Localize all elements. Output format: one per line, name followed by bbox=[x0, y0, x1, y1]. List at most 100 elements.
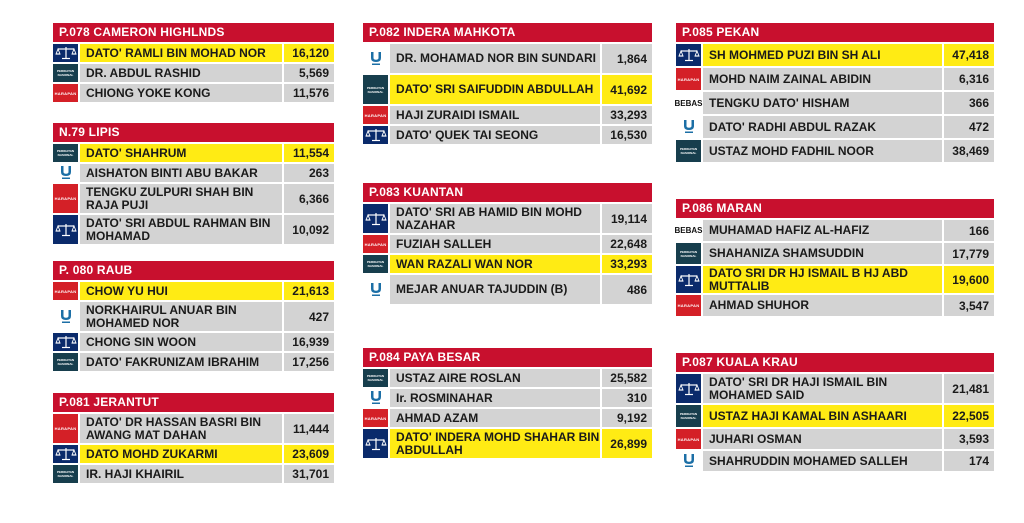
logo-text: HARAPAN bbox=[364, 241, 387, 247]
candidate-name: DR. ABDUL RASHID bbox=[80, 64, 282, 82]
candidate-row: HARAPAN TENGKU ZULPURI SHAH BIN RAJA PUJI… bbox=[53, 184, 334, 213]
candidate-row-winner: PERIKATAN NASIONAL USTAZ HAJI KAMAL BIN A… bbox=[676, 405, 994, 427]
candidate-name: AHMAD SHUHOR bbox=[703, 295, 942, 316]
candidate-row-winner: DATO' INDERA MOHD SHAHAR BIN ABDULLAH 26,… bbox=[363, 429, 652, 458]
constituency-card: P.082 INDERA MAHKOTA DR. MOHAMAD NOR BIN … bbox=[363, 23, 652, 144]
vote-count: 427 bbox=[284, 302, 334, 331]
perikatan-nasional-logo: PERIKATAN NASIONAL bbox=[363, 369, 388, 387]
muda-logo bbox=[363, 389, 388, 407]
constituency-title: P.081 JERANTUT bbox=[53, 393, 334, 412]
candidate-name: DATO' DR HASSAN BASRI BIN AWANG MAT DAHA… bbox=[80, 414, 282, 443]
candidate-row: BEBAS MUHAMAD HAFIZ AL-HAFIZ 166 bbox=[674, 220, 994, 241]
vote-count: 5,569 bbox=[284, 64, 334, 82]
candidate-row: NORKHAIRUL ANUAR BIN MOHAMED NOR 427 bbox=[53, 302, 334, 331]
candidate-row-winner: PERIKATAN NASIONAL DATO' SRI SAIFUDDIN AB… bbox=[363, 75, 652, 104]
constituency-card: P.086 MARAN BEBAS MUHAMAD HAFIZ AL-HAFIZ 16… bbox=[674, 199, 994, 316]
barisan-nasional-scales-logo bbox=[53, 333, 78, 351]
candidate-name: DATO' SRI AB HAMID BIN MOHD NAZAHAR bbox=[390, 204, 600, 233]
logo-text: PERIKATAN NASIONAL bbox=[56, 149, 75, 157]
candidate-name: AISHATON BINTI ABU BAKAR bbox=[80, 164, 282, 182]
candidate-name: JUHARI OSMAN bbox=[703, 429, 942, 449]
constituency-card: P. 080 RAUB HARAPAN CHOW YU HUI 21,613 NORKH… bbox=[53, 261, 334, 371]
candidate-row: PERIKATAN NASIONAL DATO' FAKRUNIZAM IBRAH… bbox=[53, 353, 334, 371]
perikatan-nasional-logo: PERIKATAN NASIONAL bbox=[53, 144, 78, 162]
perikatan-nasional-logo: PERIKATAN NASIONAL bbox=[53, 465, 78, 483]
vote-count: 19,600 bbox=[944, 266, 994, 293]
logo-text: HARAPAN bbox=[54, 90, 77, 96]
vote-count: 263 bbox=[284, 164, 334, 182]
candidate-list: DR. MOHAMAD NOR BIN SUNDARI 1,864 PERIKATA… bbox=[363, 44, 652, 144]
constituency-card: P.087 KUALA KRAU DATO' SRI DR HAJI ISMAIL… bbox=[676, 353, 994, 471]
vote-count: 310 bbox=[602, 389, 652, 407]
pakatan-harapan-logo: HARAPAN bbox=[363, 235, 388, 253]
candidate-name: SH MOHMED PUZI BIN SH ALI bbox=[703, 44, 942, 66]
constituency-card: P.081 JERANTUT HARAPAN DATO' DR HASSAN BAS… bbox=[53, 393, 334, 483]
candidate-name: DATO' SRI SAIFUDDIN ABDULLAH bbox=[390, 75, 600, 104]
candidate-name: DATO' SHAHRUM bbox=[80, 144, 282, 162]
candidate-name: DATO MOHD ZUKARMI bbox=[80, 445, 282, 463]
vote-count: 3,547 bbox=[944, 295, 994, 316]
candidate-name: MUHAMAD HAFIZ AL-HAFIZ bbox=[703, 220, 942, 241]
candidate-list: BEBAS MUHAMAD HAFIZ AL-HAFIZ 166 PERIKATAN … bbox=[674, 220, 994, 316]
candidate-name: FUZIAH SALLEH bbox=[390, 235, 600, 253]
logo-text: PERIKATAN NASIONAL bbox=[56, 358, 75, 366]
logo-text: PERIKATAN NASIONAL bbox=[56, 69, 75, 77]
barisan-nasional-scales-logo bbox=[363, 204, 388, 233]
candidate-row: HARAPAN HAJI ZURAIDI ISMAIL 33,293 bbox=[363, 106, 652, 124]
vote-count: 17,779 bbox=[944, 243, 994, 264]
constituency-card: P.078 CAMERON HIGHLNDS DATO' RAMLI BIN MO… bbox=[53, 23, 334, 102]
barisan-nasional-scales-logo bbox=[363, 126, 388, 144]
candidate-name: USTAZ AIRE ROSLAN bbox=[390, 369, 600, 387]
candidate-row-winner: DATO SRI DR HJ ISMAIL B HJ ABD MUTTALIB 1… bbox=[676, 266, 994, 293]
candidate-name: DR. MOHAMAD NOR BIN SUNDARI bbox=[390, 44, 600, 73]
candidate-name: MEJAR ANUAR TAJUDDIN (B) bbox=[390, 275, 600, 304]
candidate-list: DATO' SRI AB HAMID BIN MOHD NAZAHAR 19,11… bbox=[363, 204, 652, 304]
candidate-name: TENGKU DATO' HISHAM bbox=[703, 92, 942, 114]
candidate-name: DATO' SRI DR HAJI ISMAIL BIN MOHAMED SAI… bbox=[703, 374, 942, 403]
candidate-row: HARAPAN DATO' DR HASSAN BASRI BIN AWANG M… bbox=[53, 414, 334, 443]
constituency-title: P.082 INDERA MAHKOTA bbox=[363, 23, 652, 42]
candidate-name: DATO' INDERA MOHD SHAHAR BIN ABDULLAH bbox=[390, 429, 600, 458]
vote-count: 31,701 bbox=[284, 465, 334, 483]
vote-count: 166 bbox=[944, 220, 994, 241]
candidate-name: CHOW YU HUI bbox=[80, 282, 282, 300]
pakatan-harapan-logo: HARAPAN bbox=[53, 184, 78, 213]
constituency-title: P.083 KUANTAN bbox=[363, 183, 652, 202]
candidate-row: DATO' SRI DR HAJI ISMAIL BIN MOHAMED SAI… bbox=[676, 374, 994, 403]
muda-logo bbox=[363, 44, 388, 73]
candidate-list: PERIKATAN NASIONAL USTAZ AIRE ROSLAN 25,58… bbox=[363, 369, 652, 458]
constituency-card: N.79 LIPIS PERIKATAN NASIONAL DATO' SHAHRU… bbox=[53, 123, 334, 244]
candidate-row: MEJAR ANUAR TAJUDDIN (B) 486 bbox=[363, 275, 652, 304]
vote-count: 33,293 bbox=[602, 106, 652, 124]
candidate-row: BEBAS TENGKU DATO' HISHAM 366 bbox=[674, 92, 994, 114]
logo-text: BEBAS bbox=[674, 226, 703, 235]
candidate-row: DATO' RADHI ABDUL RAZAK 472 bbox=[676, 116, 994, 138]
candidate-row-winner: HARAPAN CHOW YU HUI 21,613 bbox=[53, 282, 334, 300]
candidate-row: PERIKATAN NASIONAL DR. ABDUL RASHID 5,569 bbox=[53, 64, 334, 82]
vote-count: 33,293 bbox=[602, 255, 652, 273]
pakatan-harapan-logo: HARAPAN bbox=[676, 429, 701, 449]
vote-count: 16,120 bbox=[284, 44, 334, 62]
candidate-row: HARAPAN CHIONG YOKE KONG 11,576 bbox=[53, 84, 334, 102]
logo-text: BEBAS bbox=[674, 98, 703, 108]
perikatan-nasional-logo: PERIKATAN NASIONAL bbox=[53, 64, 78, 82]
vote-count: 16,530 bbox=[602, 126, 652, 144]
candidate-row: HARAPAN AHMAD SHUHOR 3,547 bbox=[676, 295, 994, 316]
pakatan-harapan-logo: HARAPAN bbox=[363, 409, 388, 427]
perikatan-nasional-logo: PERIKATAN NASIONAL bbox=[363, 255, 388, 273]
candidate-list: HARAPAN DATO' DR HASSAN BASRI BIN AWANG M… bbox=[53, 414, 334, 483]
candidate-row-winner: PERIKATAN NASIONAL WAN RAZALI WAN NOR 33,2… bbox=[363, 255, 652, 273]
candidate-row: SHAHRUDDIN MOHAMED SALLEH 174 bbox=[676, 451, 994, 471]
candidate-name: USTAZ MOHD FADHIL NOOR bbox=[703, 140, 942, 162]
vote-count: 41,692 bbox=[602, 75, 652, 104]
barisan-nasional-scales-logo bbox=[53, 44, 78, 62]
vote-count: 47,418 bbox=[944, 44, 994, 66]
candidate-list: DATO' SRI DR HAJI ISMAIL BIN MOHAMED SAI… bbox=[676, 374, 994, 471]
constituency-card: P.083 KUANTAN DATO' SRI AB HAMID BIN MOHD… bbox=[363, 183, 652, 304]
barisan-nasional-scales-logo bbox=[53, 215, 78, 244]
perikatan-nasional-logo: PERIKATAN NASIONAL bbox=[676, 243, 701, 264]
candidate-name: Ir. ROSMINAHAR bbox=[390, 389, 600, 407]
candidate-row: HARAPAN AHMAD AZAM 9,192 bbox=[363, 409, 652, 427]
vote-count: 11,554 bbox=[284, 144, 334, 162]
constituency-title: P.086 MARAN bbox=[676, 199, 994, 218]
